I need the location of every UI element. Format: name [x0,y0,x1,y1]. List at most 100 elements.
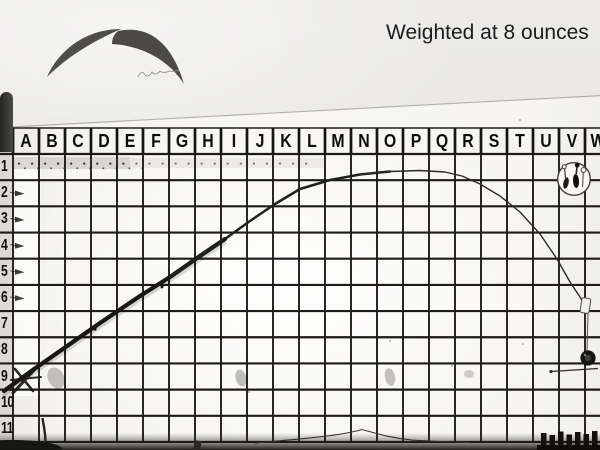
column-label-K: K [280,131,292,151]
peg-hole-dot [17,162,21,165]
peg-hole-dot [43,162,47,165]
peg-hole-dot [265,162,269,165]
peg-hole-dot [304,162,308,165]
peg-hole-dot [70,162,73,165]
swoosh-left [47,29,121,77]
rod-guide [93,327,97,331]
pointer-needle-icon [550,367,599,373]
row-tick-arrow [15,216,25,223]
tip-hardware [549,297,599,374]
drip-mark [193,440,202,450]
column-label-T: T [515,131,525,151]
peg-hole-dot [109,162,112,165]
peg-hole-dot [96,162,99,165]
row-tick-arrow [15,295,25,301]
column-label-H: H [202,131,214,151]
column-label-S: S [488,131,500,151]
peg-hole-dot [141,167,144,170]
speck [522,343,524,345]
column-label-Q: Q [435,131,449,151]
peg-hole-dot [213,162,216,165]
rod-rack-teeth [537,431,600,450]
row-label-2: 2 [1,184,8,202]
peg-hole-dot [76,167,79,170]
rod-handles-badge [557,162,591,196]
peg-hole-dot [187,162,190,165]
peg-hole-dot [83,162,86,165]
peg-hole-dot [30,162,34,165]
column-label-I: I [231,131,237,151]
peg-hole-dot [135,162,138,165]
weight-caption: Weighted at 8 ounces [386,21,589,44]
peg-hole-dot [37,167,40,170]
column-label-G: G [175,131,189,151]
swoosh-right [112,29,184,84]
peg-hole-dot [291,162,295,165]
rod-guide [160,285,164,289]
peg-hole-dot [278,162,282,165]
rod-tip-section [359,169,587,308]
row-label-6: 6 [1,288,8,306]
column-label-B: B [46,131,58,151]
double-swoosh-logo [47,29,184,84]
column-label-V: V [566,131,578,151]
speck [248,391,250,393]
peg-hole-dot [57,162,60,165]
column-label-D: D [98,131,110,151]
line-clip-icon [579,297,592,314]
board-corner-post [0,92,13,152]
row-label-7: 7 [1,315,8,333]
peg-hole-dot [63,167,66,170]
peg-hole-dot [128,167,131,170]
peg-hole-dot [200,162,203,165]
smudge-mark [47,367,65,389]
bottom-left-shadow [0,440,62,450]
grid-lines [0,128,600,444]
column-label-M: M [331,131,345,151]
column-label-W: W [587,129,600,154]
peg-hole-dot [161,162,164,165]
peg-hole-dot [122,162,125,165]
peg-hole-dot [174,162,177,165]
paint-patch [14,156,41,396]
column-label-J: J [255,131,265,151]
row-label-8: 8 [1,341,8,359]
speck [389,340,391,342]
column-label-L: L [307,131,317,151]
rod-shadow [2,241,227,397]
peg-hole-dot [252,162,256,165]
column-label-O: O [383,131,397,151]
column-label-R: R [462,131,474,151]
speck [519,119,521,121]
bottom-shadow-band [0,433,600,450]
row-label-11: 11 [1,419,14,437]
column-label-E: E [124,131,136,151]
speck [451,365,453,367]
column-label-P: P [410,131,422,151]
row-label-1: 1 [1,158,8,176]
weight-thread [586,312,589,352]
rod-mid-section [168,170,392,279]
column-label-F: F [151,131,161,151]
row-label-5: 5 [1,262,8,280]
row-label-4: 4 [1,236,8,254]
signature-scribble-icon [137,69,180,78]
peg-hole-dot [148,162,151,165]
row-tick-arrow [15,190,25,197]
peg-hole-dot [115,167,118,170]
column-label-A: A [20,131,32,151]
peg-hole-dot [24,167,26,170]
peg-hole-dot [50,167,53,170]
row-tick-arrow [15,242,25,249]
row-tick-arrow [15,269,25,275]
smudge-mark [384,368,396,386]
board-top-edge [0,95,600,129]
peg-hole-dot [89,167,92,170]
butt-clamp-cluster [10,365,42,395]
row-label-3: 3 [1,210,8,228]
peg-hole-dot [226,162,229,165]
smudge-mark [235,369,247,387]
